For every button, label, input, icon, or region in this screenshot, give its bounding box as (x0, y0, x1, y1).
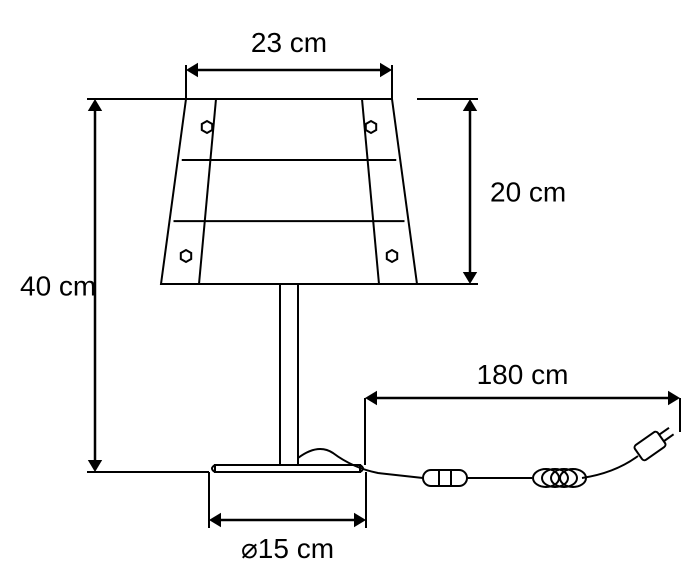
lamp-drawing (161, 99, 676, 487)
cord-switch (423, 470, 467, 486)
power-plug (633, 424, 676, 462)
dim-cord-length: 180 cm (477, 359, 569, 390)
dim-shade-height: 20 cm (490, 177, 566, 208)
dim-total-height: 40 cm (20, 271, 96, 302)
dim-base-diameter: ⌀15 cm (241, 533, 334, 564)
dim-shade-width: 23 cm (251, 27, 327, 58)
